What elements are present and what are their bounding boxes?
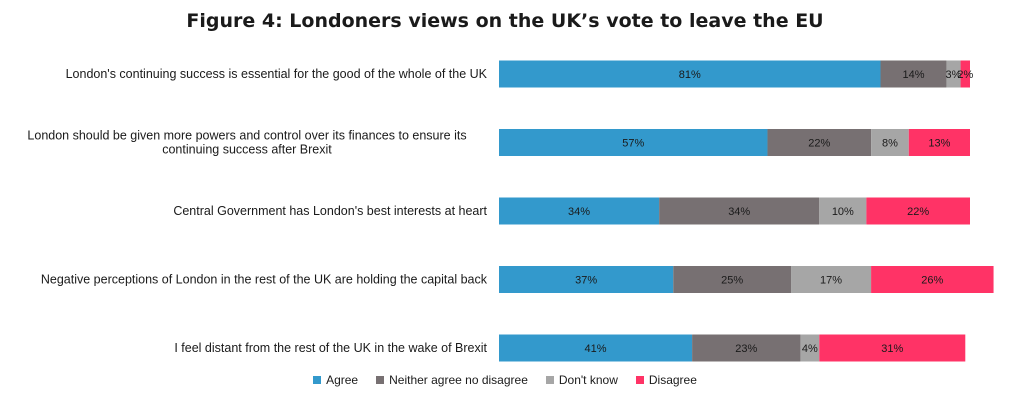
- legend-label: Don't know: [558, 373, 618, 387]
- legend-item: Agree: [313, 373, 358, 387]
- data-label: 2%: [957, 69, 973, 81]
- bar-segment-disagree: [871, 266, 994, 293]
- chart-legend: Agree Neither agree no disagree Don't know…: [0, 373, 1010, 387]
- bar-segment-neither-agree-no-disagree: [692, 334, 801, 362]
- data-label: 17%: [820, 275, 842, 287]
- legend-item: Don't know: [545, 373, 618, 387]
- bar-segment-disagree: [866, 197, 970, 225]
- data-label: 31%: [881, 343, 903, 355]
- legend-swatch: [313, 376, 322, 384]
- data-label: 3%: [946, 69, 962, 81]
- legend-swatch: [545, 376, 554, 384]
- stacked-bar-chart: London's continuing success is essential…: [27, 60, 994, 362]
- data-label: 81%: [679, 69, 701, 81]
- data-label: 25%: [721, 275, 743, 287]
- category-label: London's continuing success is essential…: [66, 67, 488, 81]
- bar-segment-agree: [499, 266, 674, 293]
- category-label: London should be given more powers and c…: [27, 129, 466, 157]
- bar-segment-don-t-know: [819, 197, 867, 225]
- category-label: I feel distant from the rest of the UK i…: [174, 341, 487, 355]
- data-label: 22%: [907, 206, 929, 218]
- bar-segment-disagree: [819, 334, 966, 362]
- bar-segment-neither-agree-no-disagree: [673, 266, 792, 293]
- category-label: Central Government has London's best int…: [173, 204, 487, 218]
- legend-label: Agree: [326, 373, 359, 387]
- legend-swatch: [635, 376, 644, 384]
- data-label: 22%: [808, 138, 830, 150]
- data-label: 23%: [735, 343, 757, 355]
- legend-item: Disagree: [635, 373, 697, 387]
- bar-segment-agree: [499, 197, 660, 225]
- data-label: 37%: [575, 275, 597, 287]
- bar-segment-neither-agree-no-disagree: [659, 197, 820, 225]
- bar-segment-don-t-know: [946, 60, 961, 88]
- category-label: Negative perceptions of London in the re…: [41, 273, 488, 287]
- bar-segment-disagree: [960, 60, 970, 88]
- bar-segment-agree: [499, 334, 693, 362]
- legend-label: Disagree: [648, 373, 697, 387]
- legend-item: Neither agree no disagree: [376, 373, 528, 387]
- bar-segment-don-t-know: [791, 266, 872, 293]
- bar-segment-agree: [499, 129, 768, 156]
- legend-swatch: [376, 376, 385, 384]
- bar-segment-neither-agree-no-disagree: [767, 129, 872, 156]
- data-label: 26%: [921, 275, 943, 287]
- bar-segment-agree: [499, 60, 881, 88]
- data-label: 57%: [622, 138, 644, 150]
- bar-segment-disagree: [908, 129, 970, 156]
- data-label: 4%: [802, 343, 818, 355]
- data-label: 13%: [928, 138, 950, 150]
- legend-label: Neither agree no disagree: [389, 373, 528, 387]
- chart-title: Figure 4: Londoners views on the UK’s vo…: [186, 10, 824, 32]
- data-label: 8%: [882, 138, 898, 150]
- data-label: 14%: [902, 69, 924, 81]
- bar-segment-don-t-know: [871, 129, 909, 156]
- data-label: 10%: [832, 206, 854, 218]
- data-label: 34%: [568, 206, 590, 218]
- bar-segment-don-t-know: [800, 334, 820, 362]
- bar-segment-neither-agree-no-disagree: [880, 60, 947, 88]
- data-label: 41%: [585, 343, 607, 355]
- data-label: 34%: [728, 206, 750, 218]
